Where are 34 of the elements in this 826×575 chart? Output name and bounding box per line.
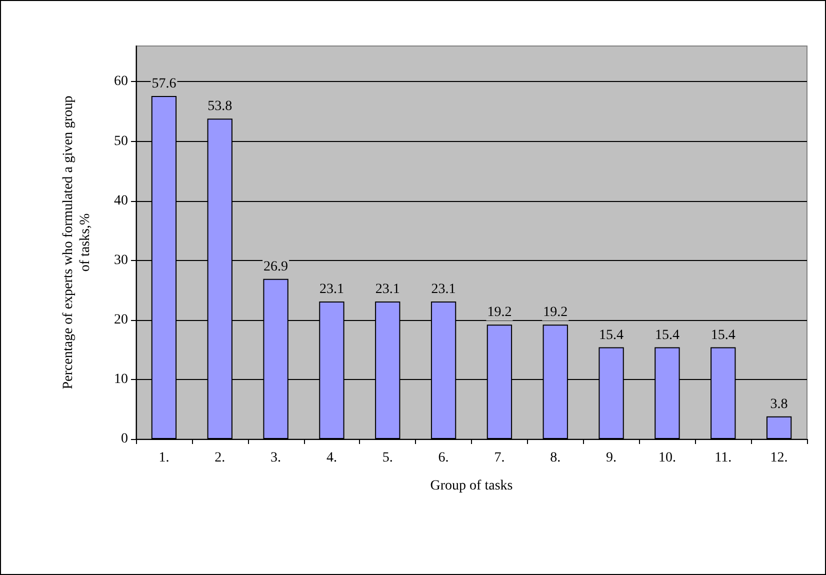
x-tick-label: 7. <box>494 450 505 466</box>
data-label: 53.8 <box>208 99 232 114</box>
data-label: 23.1 <box>319 282 344 297</box>
x-axis-title: Group of tasks <box>430 478 513 494</box>
bar <box>766 416 792 439</box>
y-tick-label: 50 <box>114 134 128 149</box>
x-tick-label: 6. <box>438 450 449 466</box>
x-tick-label: 8. <box>550 450 561 466</box>
data-label: 26.9 <box>264 259 288 274</box>
x-tick-label: 9. <box>606 450 617 466</box>
data-label: 19.2 <box>487 305 512 320</box>
y-tick-label: 0 <box>121 432 128 446</box>
x-tick-label: 5. <box>382 450 393 466</box>
data-label: 19.2 <box>543 305 568 320</box>
data-label: 15.4 <box>654 328 680 343</box>
y-axis-title: Percentage of experts who formulated a given group of tasks,% <box>61 96 93 390</box>
x-tick-label: 3. <box>270 450 282 466</box>
x-tick-label: 11. <box>714 450 732 466</box>
data-label: 57.6 <box>152 76 176 92</box>
data-label: 3.8 <box>770 396 788 412</box>
data-label: 23.1 <box>431 282 456 297</box>
y-tick-label: 30 <box>114 252 128 268</box>
y-tick-label: 10 <box>114 372 128 387</box>
y-tick-label: 40 <box>114 193 128 208</box>
x-tick-label: 12. <box>770 450 788 466</box>
y-tick-label: 60 <box>114 74 128 90</box>
data-label: 15.4 <box>599 328 624 343</box>
data-label: 15.4 <box>710 328 736 343</box>
x-tick-label: 10. <box>658 450 676 466</box>
x-tick-label: 4. <box>326 450 337 466</box>
x-tick-label: 2. <box>214 450 226 466</box>
x-tick-label: 1. <box>158 450 170 466</box>
y-tick-label: 20 <box>114 312 128 328</box>
data-label: 23.1 <box>375 282 400 297</box>
